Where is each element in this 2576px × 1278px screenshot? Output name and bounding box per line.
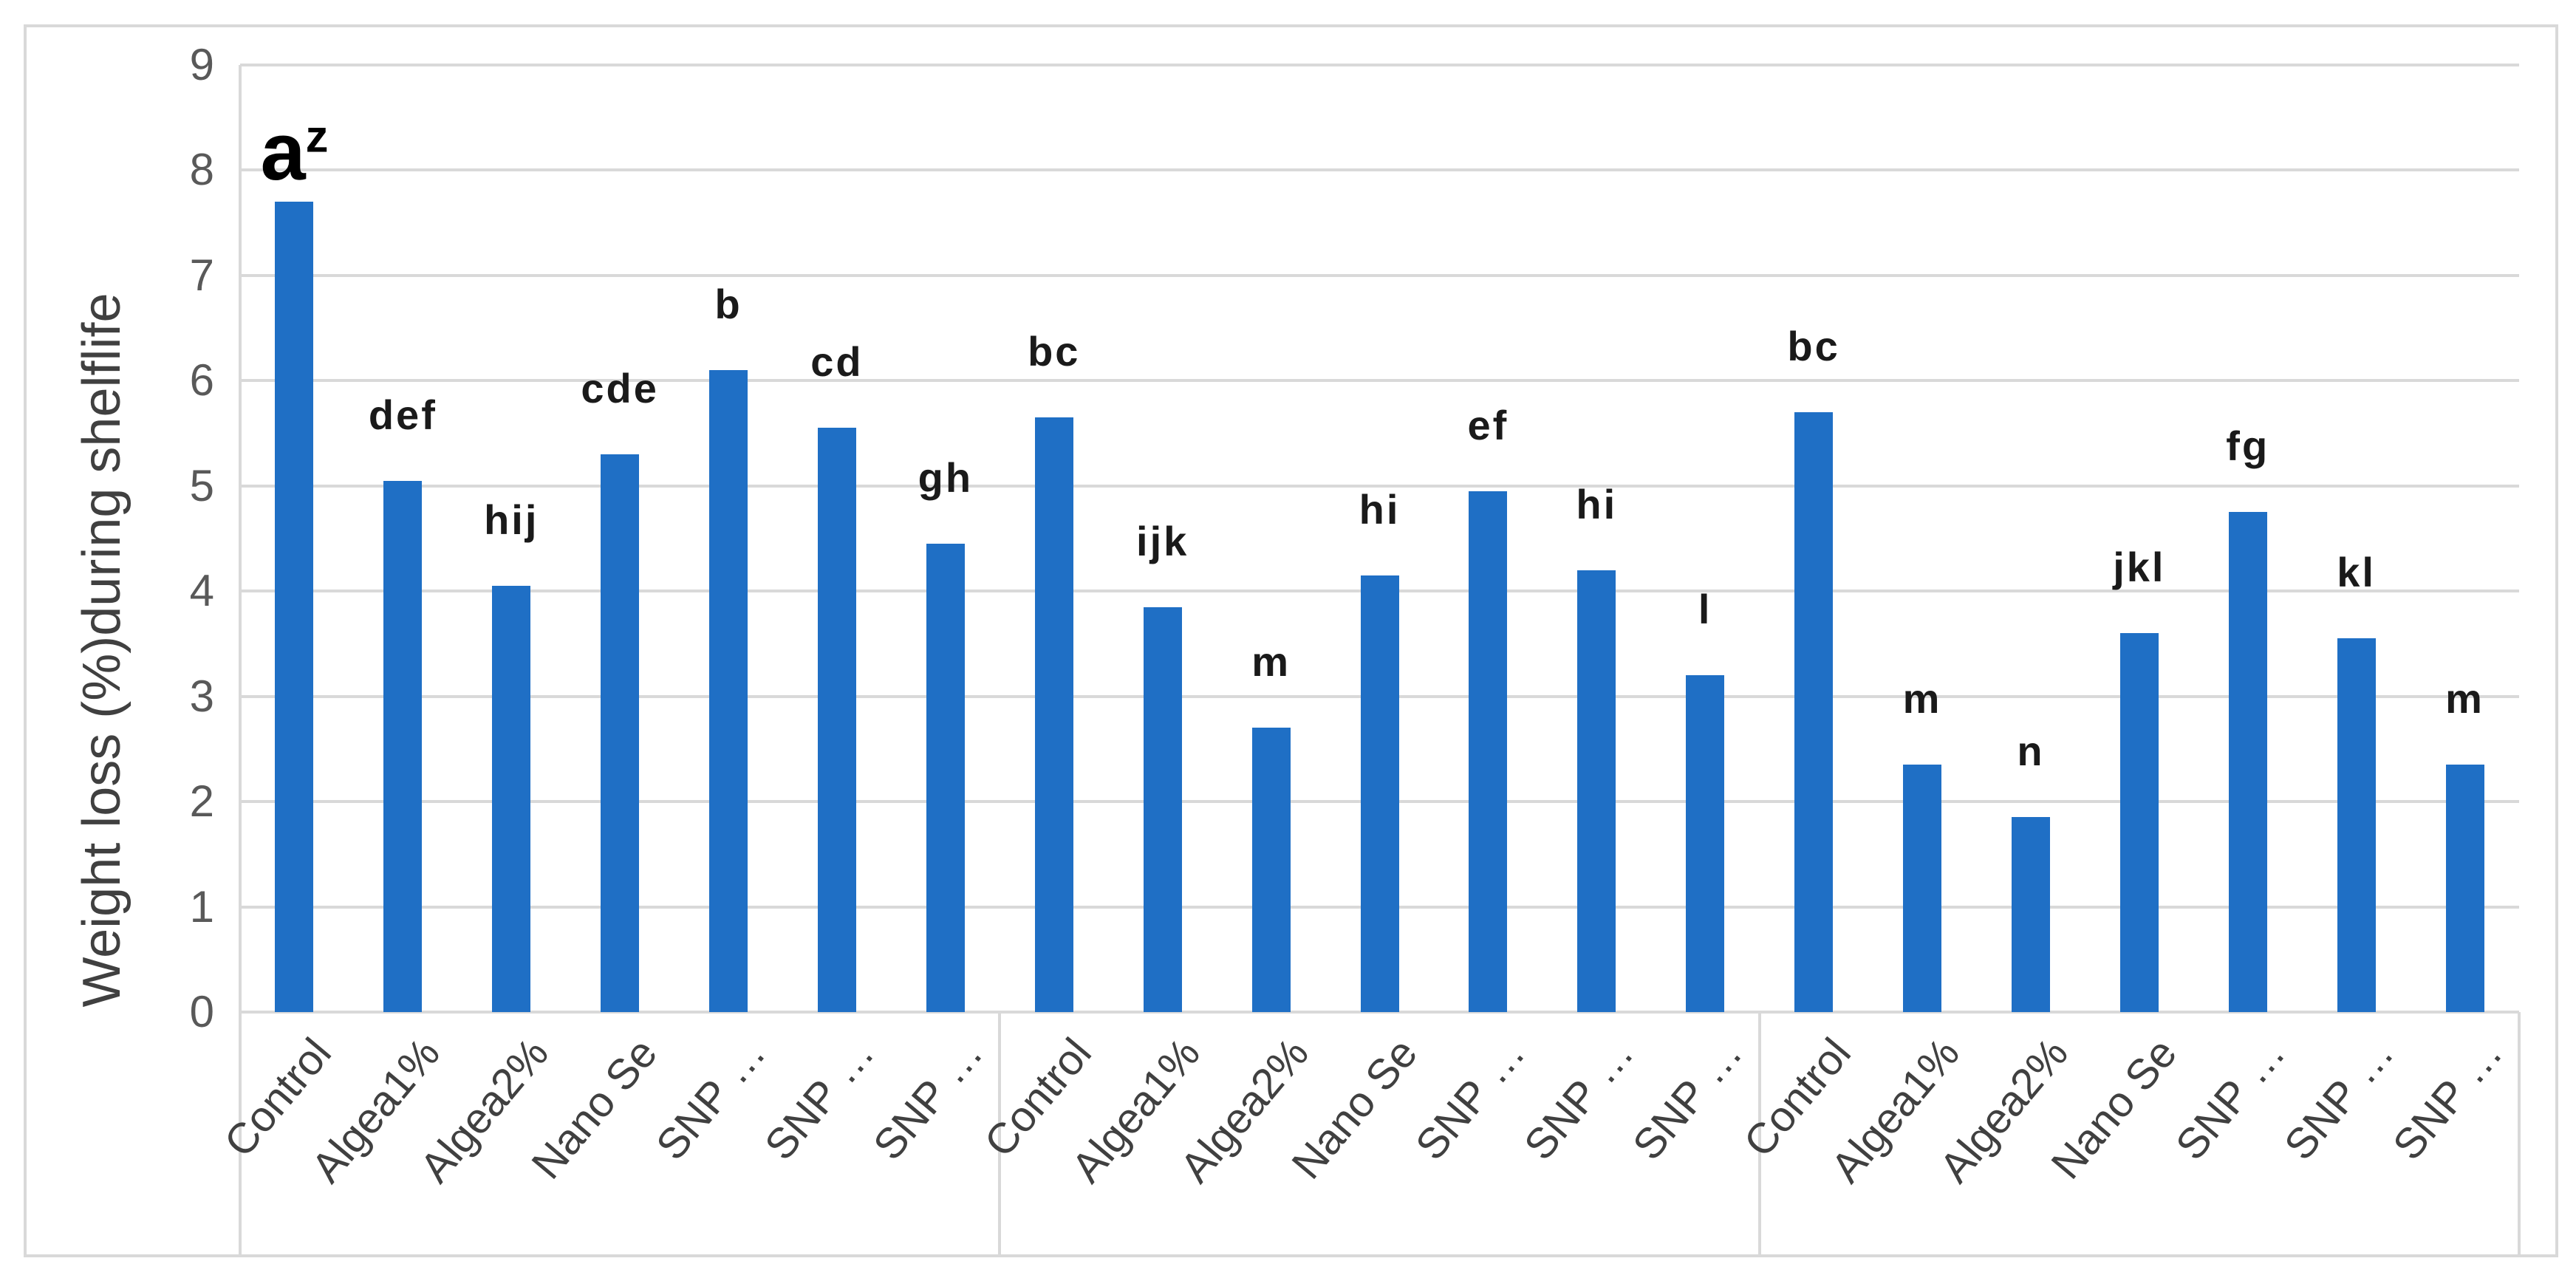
gridline	[240, 64, 2519, 66]
bar-significance-label: hi	[1359, 485, 1401, 533]
y-tick-label: 0	[189, 987, 214, 1036]
category-separator	[998, 1012, 1002, 1257]
bar-significance-label: n	[2017, 728, 2045, 775]
bar	[1143, 606, 1182, 1012]
bar	[709, 370, 748, 1012]
bar	[926, 544, 965, 1012]
bar-significance-label: m	[1902, 675, 1942, 722]
bar	[2228, 512, 2267, 1012]
category-separator	[239, 1012, 242, 1257]
x-axis-line	[240, 1011, 2519, 1014]
bar-significance-label: l	[1698, 586, 1712, 633]
gridline	[240, 168, 2519, 172]
category-separator	[2518, 1012, 2521, 1257]
bar	[2119, 633, 2159, 1012]
y-axis-line	[239, 65, 242, 1012]
bar-significance-label: bc	[1028, 328, 1081, 375]
bar	[1903, 765, 1942, 1012]
bar-significance-label: ef	[1467, 401, 1509, 448]
bar	[1794, 412, 1834, 1012]
gridline	[240, 379, 2519, 383]
bar	[2445, 765, 2484, 1012]
y-tick-label: 1	[189, 881, 214, 932]
y-tick-label: 8	[189, 145, 214, 195]
y-tick-label: 2	[189, 776, 214, 827]
y-tick-label: 3	[189, 671, 214, 721]
y-tick-label: 6	[189, 355, 214, 406]
bar	[1577, 570, 1616, 1012]
bar-significance-label: hi	[1576, 480, 1618, 527]
bar-significance-label: fg	[2226, 423, 2270, 470]
bar-significance-label: cde	[581, 365, 659, 412]
bar	[2011, 817, 2050, 1012]
bar-significance-label: jkl	[2113, 544, 2166, 591]
bar-significance-label: m	[1251, 638, 1291, 686]
bar-significance-label: cd	[810, 338, 864, 386]
y-tick-label: 7	[189, 250, 214, 300]
bar	[817, 428, 856, 1012]
bar	[492, 586, 531, 1012]
bar	[1034, 417, 1073, 1012]
y-tick-label: 9	[189, 40, 214, 89]
gridline	[240, 484, 2519, 488]
bar	[1251, 728, 1291, 1012]
bar-significance-label: az	[131, 110, 457, 194]
bar-significance-label: kl	[2337, 549, 2376, 596]
category-separator	[1757, 1012, 1761, 1257]
bar-significance-label: bc	[1787, 323, 1840, 370]
bar	[275, 202, 314, 1012]
bar	[2337, 638, 2376, 1012]
bar	[1360, 575, 1399, 1012]
bar-significance-label: hij	[484, 496, 539, 544]
significance-superscript: z	[305, 111, 329, 163]
bar	[383, 480, 423, 1012]
y-tick-label: 5	[189, 460, 214, 510]
bar-significance-label: ijk	[1136, 517, 1189, 564]
bar	[601, 454, 640, 1012]
significance-letter: a	[260, 106, 306, 198]
bar-significance-label: gh	[918, 454, 974, 502]
bar	[1469, 491, 1508, 1012]
gridline	[240, 273, 2519, 277]
bar-significance-label: def	[368, 391, 437, 438]
bar-significance-label: m	[2445, 675, 2484, 722]
bar	[1686, 675, 1725, 1012]
y-tick-label: 4	[189, 566, 214, 616]
bar-significance-label: b	[714, 281, 742, 328]
